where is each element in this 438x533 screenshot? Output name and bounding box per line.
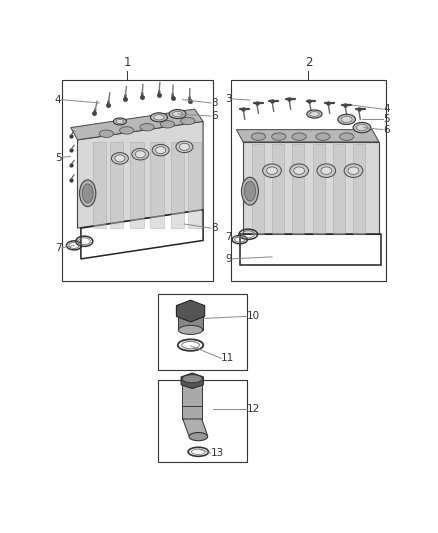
Ellipse shape: [120, 127, 134, 134]
Ellipse shape: [176, 141, 193, 152]
Ellipse shape: [317, 164, 336, 177]
Ellipse shape: [151, 113, 167, 122]
Ellipse shape: [344, 164, 363, 177]
Text: 6: 6: [383, 125, 390, 135]
Text: 4: 4: [55, 95, 61, 104]
Ellipse shape: [244, 181, 255, 201]
Text: 7: 7: [55, 243, 61, 253]
Ellipse shape: [263, 164, 281, 177]
Ellipse shape: [353, 123, 371, 133]
Ellipse shape: [290, 164, 308, 177]
Bar: [62, 80, 213, 281]
Polygon shape: [130, 142, 144, 228]
Polygon shape: [237, 130, 379, 142]
Polygon shape: [110, 142, 124, 228]
Ellipse shape: [267, 167, 277, 174]
Ellipse shape: [310, 111, 319, 117]
Ellipse shape: [341, 116, 352, 123]
Polygon shape: [71, 109, 203, 140]
Text: 6: 6: [211, 111, 218, 121]
Ellipse shape: [115, 155, 125, 162]
Ellipse shape: [178, 311, 203, 321]
Text: 2: 2: [305, 56, 312, 69]
Polygon shape: [293, 144, 304, 235]
Polygon shape: [272, 144, 284, 235]
Text: 11: 11: [221, 353, 234, 363]
Ellipse shape: [82, 184, 93, 203]
Text: 9: 9: [225, 254, 232, 264]
Polygon shape: [188, 142, 201, 228]
Text: 7: 7: [225, 232, 232, 242]
Ellipse shape: [251, 133, 265, 140]
Text: 3: 3: [225, 94, 232, 104]
Ellipse shape: [178, 325, 203, 334]
Ellipse shape: [132, 149, 149, 160]
Ellipse shape: [80, 180, 96, 207]
Polygon shape: [177, 300, 205, 322]
Bar: [178, 317, 203, 330]
Ellipse shape: [116, 119, 124, 124]
Bar: [158, 380, 247, 462]
Ellipse shape: [357, 125, 367, 131]
Ellipse shape: [189, 432, 208, 441]
Text: 1: 1: [124, 56, 131, 69]
Polygon shape: [313, 144, 325, 235]
Ellipse shape: [241, 177, 258, 205]
Polygon shape: [78, 122, 203, 228]
Ellipse shape: [307, 110, 322, 118]
Ellipse shape: [99, 130, 113, 138]
Ellipse shape: [348, 167, 359, 174]
Text: 13: 13: [211, 448, 224, 458]
Ellipse shape: [152, 144, 169, 156]
Text: 8: 8: [211, 223, 218, 233]
Ellipse shape: [181, 117, 195, 125]
Ellipse shape: [155, 147, 166, 154]
Ellipse shape: [173, 111, 183, 117]
Text: 12: 12: [247, 403, 261, 414]
Polygon shape: [151, 142, 164, 228]
Ellipse shape: [160, 120, 175, 128]
Polygon shape: [333, 144, 345, 235]
Bar: [182, 379, 202, 407]
Polygon shape: [183, 419, 208, 435]
Polygon shape: [93, 142, 106, 228]
Ellipse shape: [113, 118, 127, 125]
Ellipse shape: [316, 133, 330, 140]
Ellipse shape: [294, 167, 304, 174]
Polygon shape: [251, 144, 264, 235]
Text: 5: 5: [383, 115, 390, 124]
Ellipse shape: [338, 114, 356, 125]
Ellipse shape: [140, 124, 154, 131]
Polygon shape: [243, 142, 379, 235]
Polygon shape: [171, 142, 184, 228]
Bar: [158, 294, 247, 370]
Bar: [182, 406, 202, 419]
Text: 5: 5: [55, 152, 61, 163]
Ellipse shape: [135, 151, 145, 158]
Ellipse shape: [272, 133, 286, 140]
Ellipse shape: [182, 375, 202, 383]
Ellipse shape: [339, 133, 354, 140]
Text: 10: 10: [247, 311, 260, 321]
Ellipse shape: [292, 133, 306, 140]
Text: 4: 4: [383, 104, 390, 114]
Text: 3: 3: [211, 98, 218, 108]
Ellipse shape: [111, 152, 128, 164]
Ellipse shape: [154, 115, 164, 120]
Bar: [231, 80, 386, 281]
Polygon shape: [353, 144, 365, 235]
Ellipse shape: [169, 109, 186, 118]
Ellipse shape: [321, 167, 332, 174]
Polygon shape: [181, 373, 203, 389]
Ellipse shape: [179, 143, 190, 150]
